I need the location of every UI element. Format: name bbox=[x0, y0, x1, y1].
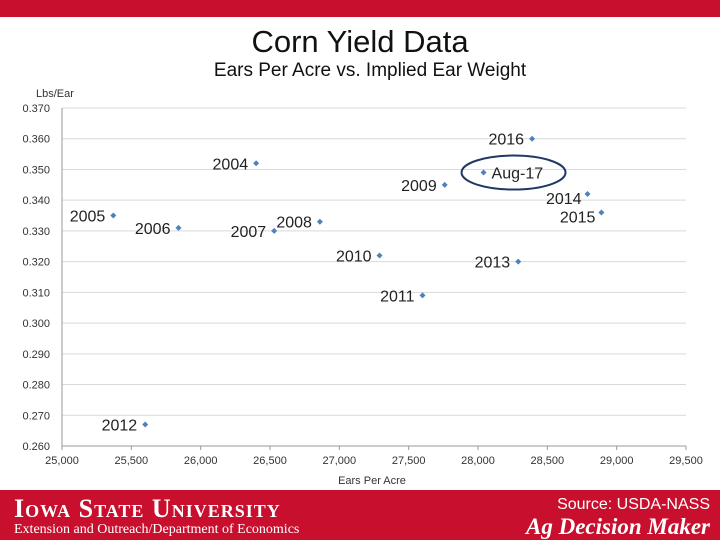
x-tick-label: 28,000 bbox=[461, 455, 495, 467]
y-tick-label: 0.280 bbox=[22, 380, 50, 392]
data-label: 2005 bbox=[70, 209, 106, 226]
x-tick-label: 25,000 bbox=[45, 455, 79, 467]
y-tick-label: 0.350 bbox=[22, 164, 50, 176]
x-tick-labels: 25,000 25,500 26,000 26,500 27,000 27,500 28,0… bbox=[45, 455, 703, 467]
source-text: Source: USDA-NASS bbox=[557, 496, 710, 513]
y-tick-label: 0.360 bbox=[22, 134, 50, 146]
data-label: 2004 bbox=[213, 156, 249, 173]
data-label: 2014 bbox=[546, 191, 582, 208]
data-point bbox=[441, 181, 448, 188]
data-point bbox=[515, 258, 522, 265]
data-point bbox=[110, 212, 117, 219]
y-tick-label: 0.300 bbox=[22, 318, 50, 330]
x-tick-label: 27,500 bbox=[392, 455, 426, 467]
x-tick-label: 29,000 bbox=[600, 455, 634, 467]
data-point bbox=[419, 292, 426, 299]
data-label: 2008 bbox=[276, 215, 312, 232]
scatter-chart: Ears Per Acre vs. Implied Ear Weight Lbs… bbox=[22, 60, 703, 487]
y-axis-label: Lbs/Ear bbox=[36, 88, 74, 100]
data-points: 2004 2005 2006 2007 2008 2009 2010 2011 2012 2013… bbox=[70, 132, 605, 434]
data-label: 2016 bbox=[488, 132, 524, 149]
x-tick-label: 26,000 bbox=[184, 455, 218, 467]
data-label: 2009 bbox=[401, 178, 437, 195]
data-point bbox=[142, 421, 149, 428]
y-tick-label: 0.310 bbox=[22, 287, 50, 299]
x-axis-label: Ears Per Acre bbox=[338, 475, 406, 487]
y-tick-label: 0.320 bbox=[22, 257, 50, 269]
data-label: 2007 bbox=[231, 224, 267, 241]
data-point bbox=[175, 224, 182, 231]
x-tick-label: 27,000 bbox=[323, 455, 357, 467]
data-label: 2011 bbox=[380, 288, 415, 305]
y-tick-label: 0.270 bbox=[22, 410, 50, 422]
x-tick-label: 29,500 bbox=[669, 455, 703, 467]
top-brand-bar bbox=[0, 0, 720, 17]
x-tick-label: 26,500 bbox=[253, 455, 287, 467]
university-logo-text: Iowa State University bbox=[14, 494, 281, 523]
x-tick-label: 28,500 bbox=[531, 455, 565, 467]
data-point bbox=[598, 209, 605, 216]
y-tick-label: 0.330 bbox=[22, 226, 50, 238]
data-point bbox=[529, 135, 536, 142]
data-point bbox=[253, 160, 260, 167]
data-point bbox=[316, 218, 323, 225]
y-tick-label: 0.370 bbox=[22, 103, 50, 115]
x-tick-label: 25,500 bbox=[115, 455, 149, 467]
data-point bbox=[584, 191, 591, 198]
axes bbox=[61, 108, 687, 450]
grid-lines bbox=[62, 107, 686, 416]
data-point bbox=[376, 252, 383, 259]
data-label: 2013 bbox=[475, 255, 511, 272]
chart-title: Ears Per Acre vs. Implied Ear Weight bbox=[214, 60, 527, 81]
data-label: 2015 bbox=[560, 209, 596, 226]
y-tick-label: 0.290 bbox=[22, 349, 50, 361]
data-label: Aug-17 bbox=[492, 166, 544, 183]
highlight-circle bbox=[460, 154, 567, 191]
department-text: Extension and Outreach/Department of Eco… bbox=[14, 522, 300, 537]
data-label: 2006 bbox=[135, 221, 171, 238]
data-point bbox=[480, 169, 487, 176]
data-label: 2010 bbox=[336, 248, 372, 265]
y-tick-labels: 0.260 0.270 0.280 0.290 0.300 0.310 0.320 0.330… bbox=[22, 103, 50, 453]
data-label: 2012 bbox=[102, 417, 138, 434]
data-point bbox=[271, 227, 278, 234]
ag-decision-maker-logo-text: Ag Decision Maker bbox=[526, 514, 710, 539]
y-tick-label: 0.340 bbox=[22, 195, 50, 207]
y-tick-label: 0.260 bbox=[22, 441, 50, 453]
slide-title: Corn Yield Data bbox=[251, 24, 469, 59]
footer-bar bbox=[0, 490, 720, 540]
